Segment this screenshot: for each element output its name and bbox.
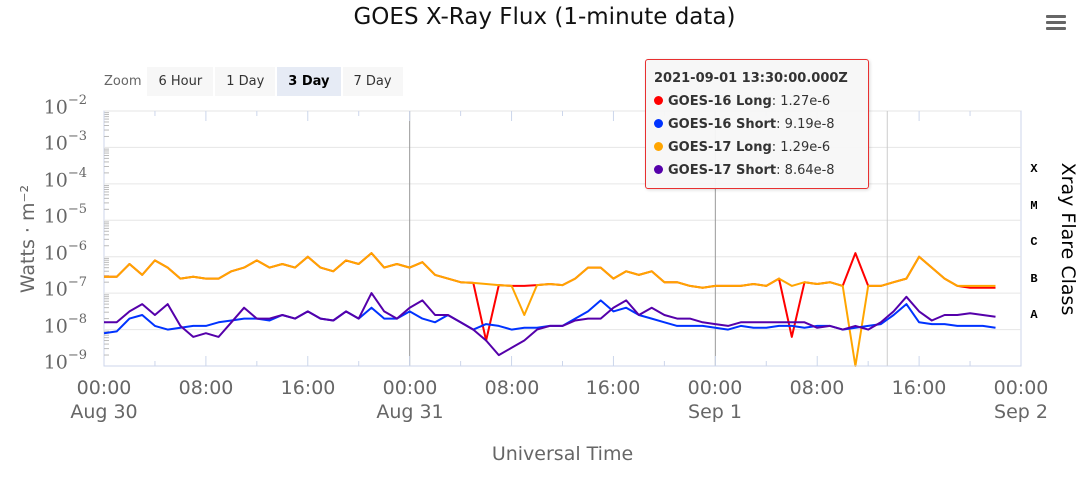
flare-class-axis-title: Xray Flare Class [1057,162,1079,316]
y-tick-label: 10−5 [43,202,87,228]
tooltip-row-goes17-short: GOES-17 Short: 8.64e-8 [654,159,868,182]
flare-class-b: B [1030,272,1038,286]
x-tick-label: 00:00 Sep 1 [687,377,743,423]
y-tick-label: 10−7 [43,275,87,301]
y-axis-title: Watts · m⁻² [17,184,39,294]
x-tick-label: 00:00 Sep 2 [993,377,1049,423]
hamburger-menu-icon[interactable] [1044,12,1068,34]
x-axis-title: Universal Time [491,443,634,465]
x-tick-label: 08:00 [789,377,845,399]
flare-class-c: C [1030,235,1038,249]
y-tick-label: 10−8 [43,312,87,338]
flare-class-x: X [1030,162,1038,176]
x-tick-label: 08:00 [484,377,540,399]
zoom-range-selector: Zoom 6 Hour 1 Day 3 Day 7 Day [104,67,405,96]
zoom-label: Zoom [104,74,142,89]
zoom-3-day-button[interactable]: 3 Day [277,67,341,96]
zoom-7-day-button[interactable]: 7 Day [342,67,403,96]
x-tick-label: 16:00 [280,377,336,399]
data-tooltip: 2021-09-01 13:30:00.000Z GOES-16 Long: 1… [645,59,869,189]
flare-class-a: A [1030,308,1038,322]
zoom-1-day-button[interactable]: 1 Day [215,67,276,96]
series-dot-icon [654,142,663,151]
menu-bar [1046,21,1066,24]
plot-border [103,110,1022,367]
zoom-6-hour-button[interactable]: 6 Hour [147,67,214,96]
y-tick-label: 10−3 [43,129,87,155]
series-line-goes-17-long [104,252,996,367]
menu-bar [1046,15,1066,18]
tooltip-row-goes17-long: GOES-17 Long: 1.29e-6 [654,136,868,159]
x-tick-label: 00:00 Aug 30 [70,377,138,423]
chart-title: GOES X-Ray Flux (1-minute data) [353,4,736,30]
series-dot-icon [654,119,663,128]
x-tick-label: 00:00 Aug 31 [376,377,444,423]
flare-class-m: M [1030,199,1038,213]
y-tick-label: 10−2 [43,93,87,119]
tooltip-row-goes16-short: GOES-16 Short: 9.19e-8 [654,113,868,136]
x-tick-label: 08:00 [178,377,234,399]
menu-bar [1046,27,1066,30]
y-tick-label: 10−6 [43,239,87,265]
series-dot-icon [654,96,663,105]
series-line-goes-17-short [104,292,996,357]
y-tick-label: 10−9 [43,348,87,374]
tooltip-row-goes16-long: GOES-16 Long: 1.27e-6 [654,90,868,113]
tooltip-timestamp: 2021-09-01 13:30:00.000Z [654,71,848,86]
y-tick-label: 10−4 [43,166,87,192]
series-dot-icon [654,165,663,174]
x-tick-label: 16:00 [891,377,947,399]
x-tick-label: 16:00 [585,377,641,399]
